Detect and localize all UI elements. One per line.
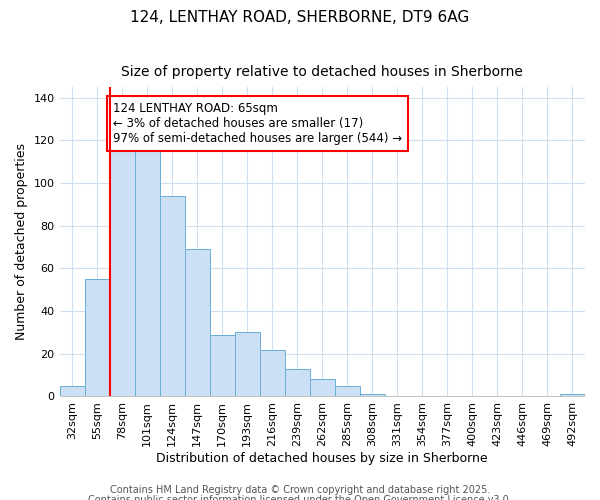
Title: Size of property relative to detached houses in Sherborne: Size of property relative to detached ho…	[121, 65, 523, 79]
Bar	[235, 332, 260, 396]
Bar	[59, 386, 85, 396]
Text: 124 LENTHAY ROAD: 65sqm
← 3% of detached houses are smaller (17)
97% of semi-det: 124 LENTHAY ROAD: 65sqm ← 3% of detached…	[113, 102, 403, 145]
Text: 124, LENTHAY ROAD, SHERBORNE, DT9 6AG: 124, LENTHAY ROAD, SHERBORNE, DT9 6AG	[130, 10, 470, 25]
Text: Contains public sector information licensed under the Open Government Licence v3: Contains public sector information licen…	[88, 495, 512, 500]
X-axis label: Distribution of detached houses by size in Sherborne: Distribution of detached houses by size …	[157, 452, 488, 465]
Bar	[260, 350, 285, 397]
Bar	[134, 147, 160, 396]
Bar	[160, 196, 185, 396]
Bar	[185, 250, 209, 396]
Bar	[110, 151, 134, 396]
Bar	[285, 368, 310, 396]
Y-axis label: Number of detached properties: Number of detached properties	[15, 144, 28, 340]
Bar	[209, 334, 235, 396]
Bar	[310, 380, 335, 396]
Bar	[335, 386, 360, 396]
Bar	[360, 394, 385, 396]
Bar	[85, 279, 110, 396]
Text: Contains HM Land Registry data © Crown copyright and database right 2025.: Contains HM Land Registry data © Crown c…	[110, 485, 490, 495]
Bar	[560, 394, 585, 396]
